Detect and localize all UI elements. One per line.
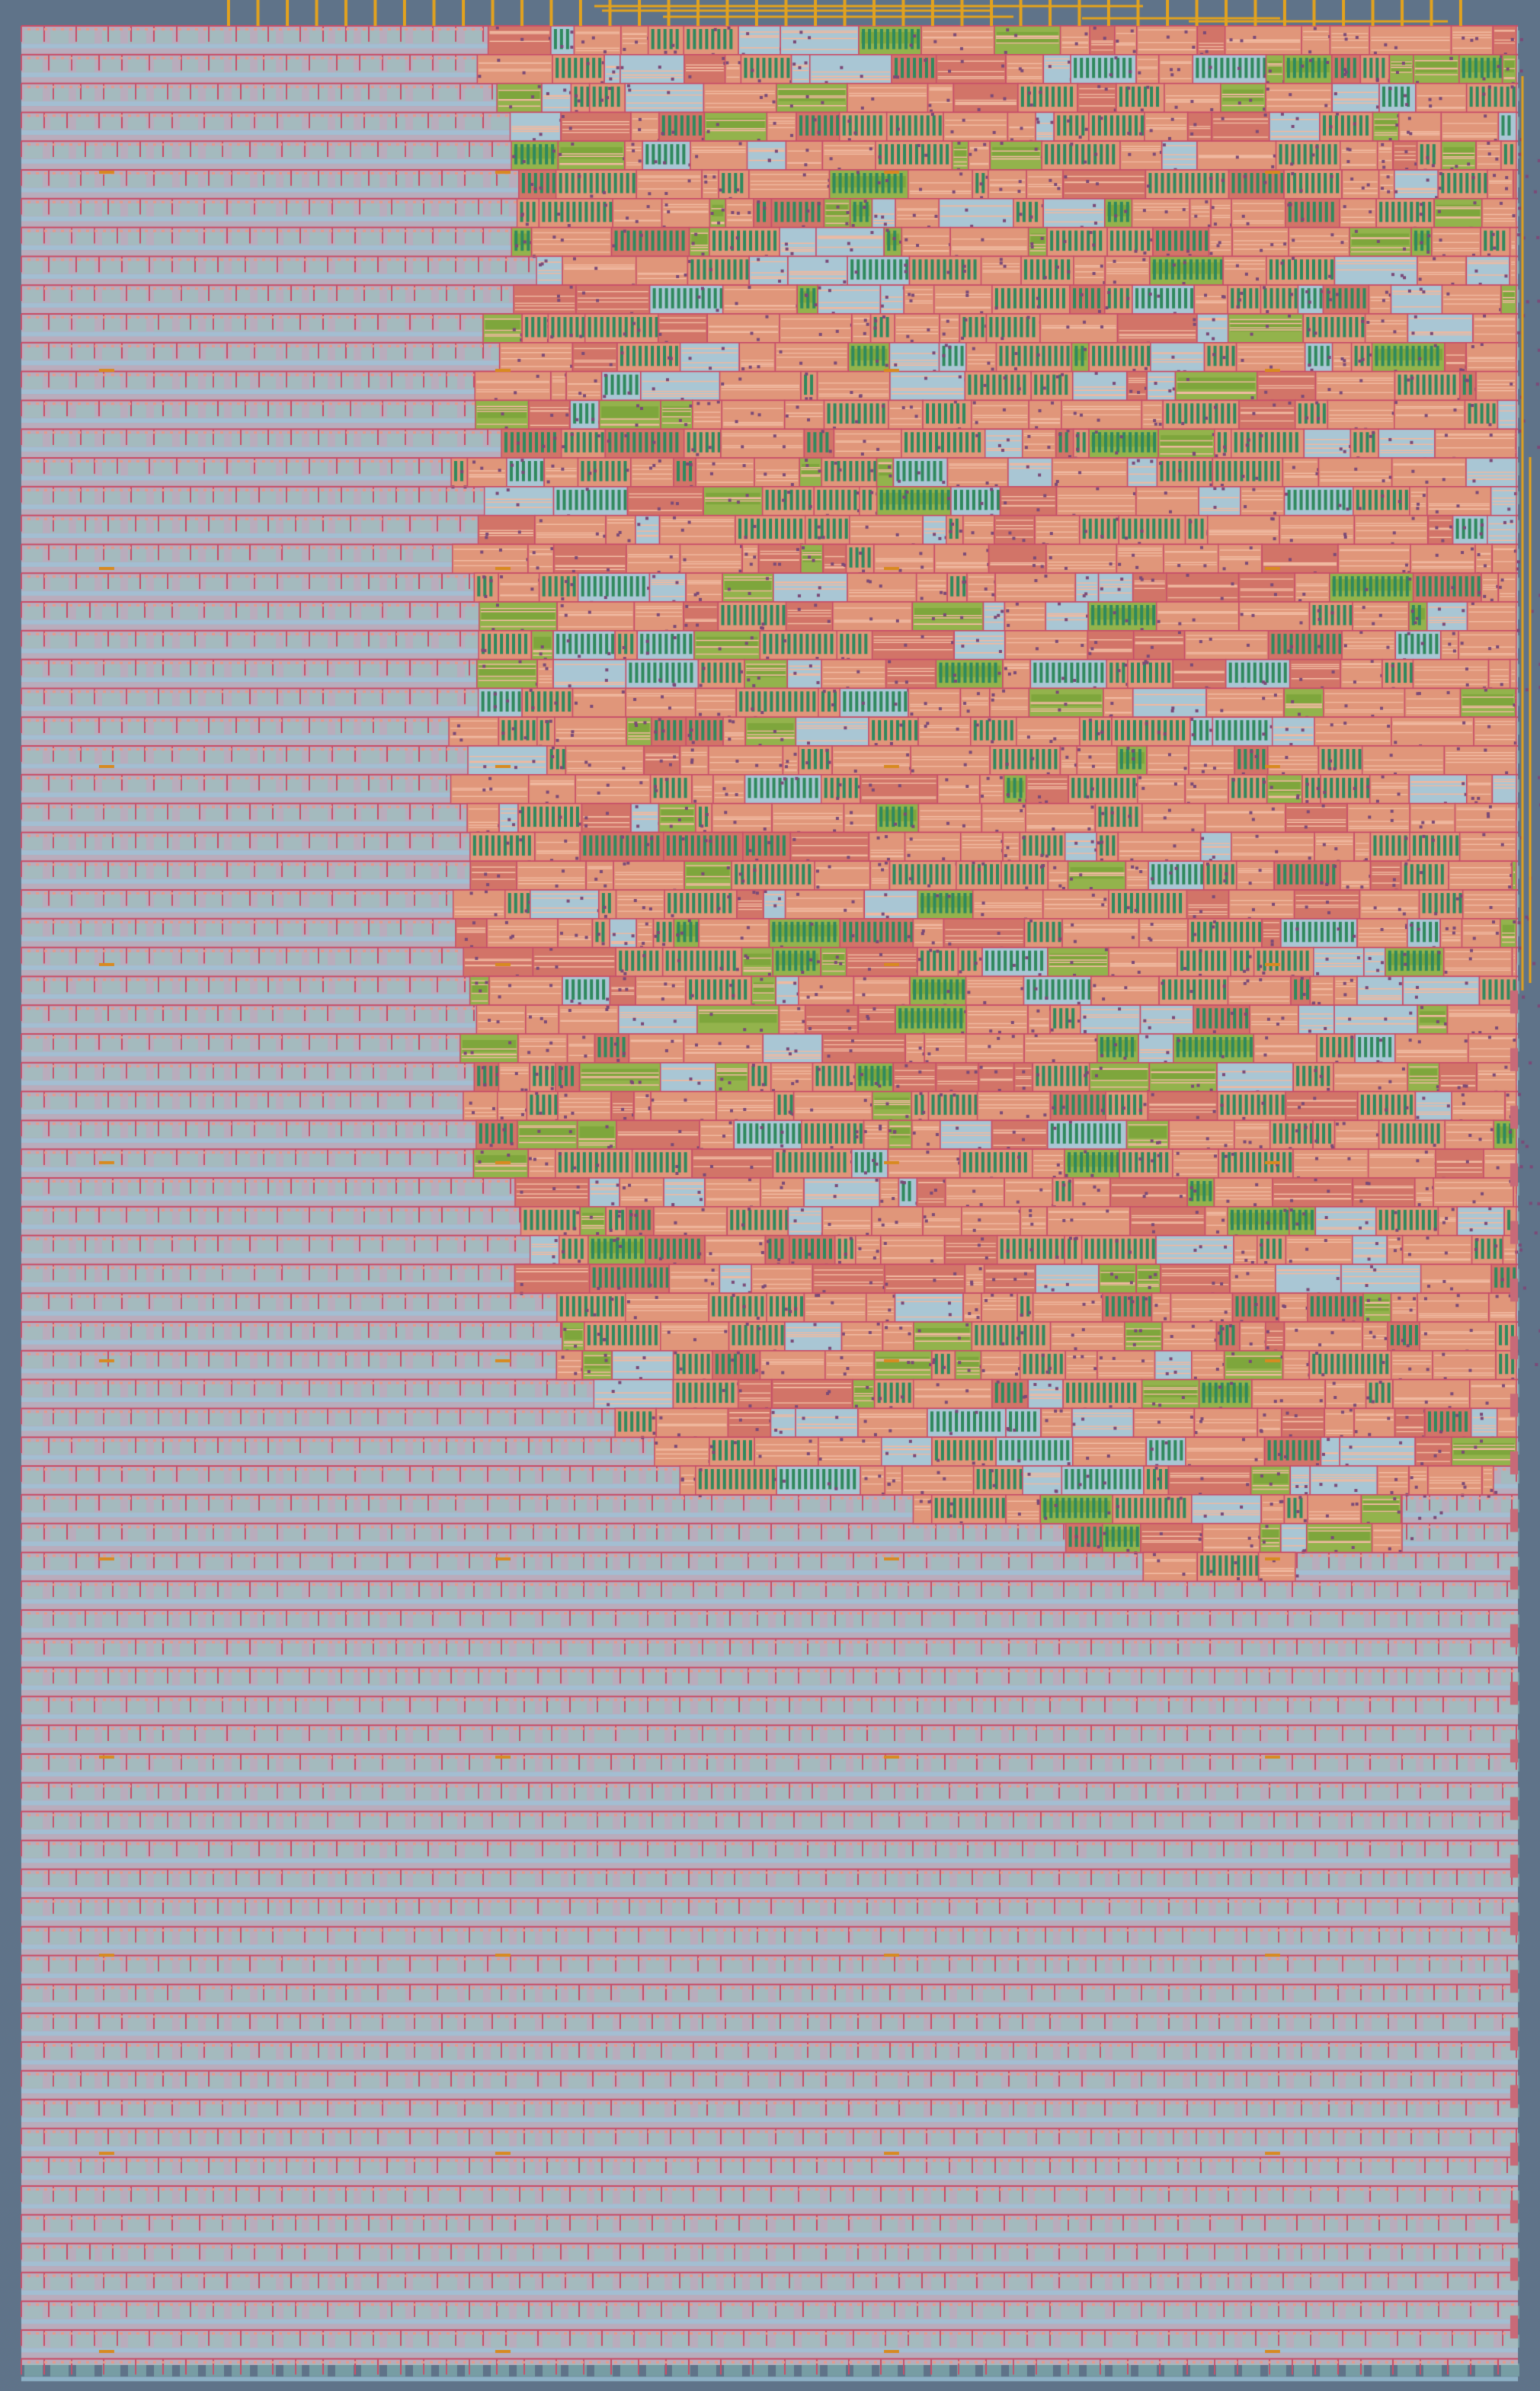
chip-layout-canvas	[0, 0, 1540, 2391]
